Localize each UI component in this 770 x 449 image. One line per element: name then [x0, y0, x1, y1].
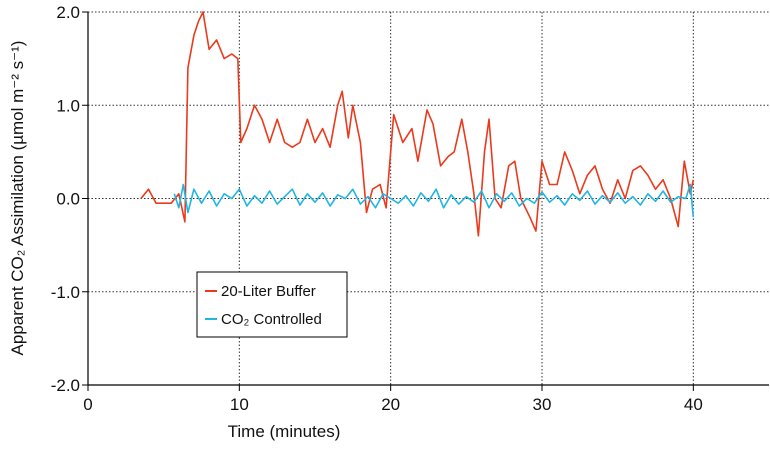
legend-box — [196, 271, 348, 338]
x-axis-label: Time (minutes) — [228, 422, 341, 441]
y-axis-label: Apparent CO₂ Assimilation (µmol m⁻² s⁻¹) — [8, 41, 27, 356]
legend: 20-Liter Buffer CO₂ Controlled — [196, 271, 348, 338]
y-tick-label: -1.0 — [51, 283, 80, 302]
x-tick-label: 20 — [381, 395, 400, 414]
x-tick-label: 10 — [230, 395, 249, 414]
y-tick-label: -2.0 — [51, 376, 80, 395]
series-line — [140, 11, 695, 237]
legend-label: CO₂ Controlled — [221, 311, 322, 328]
x-tick-label: 30 — [533, 395, 552, 414]
series-line — [173, 183, 695, 218]
legend-label: 20-Liter Buffer — [221, 283, 316, 300]
x-tick-label: 0 — [83, 395, 92, 414]
y-tick-label: 0.0 — [56, 190, 80, 209]
y-tick-label: 1.0 — [56, 96, 80, 115]
y-tick-label: 2.0 — [56, 3, 80, 22]
x-tick-label: 40 — [684, 395, 703, 414]
